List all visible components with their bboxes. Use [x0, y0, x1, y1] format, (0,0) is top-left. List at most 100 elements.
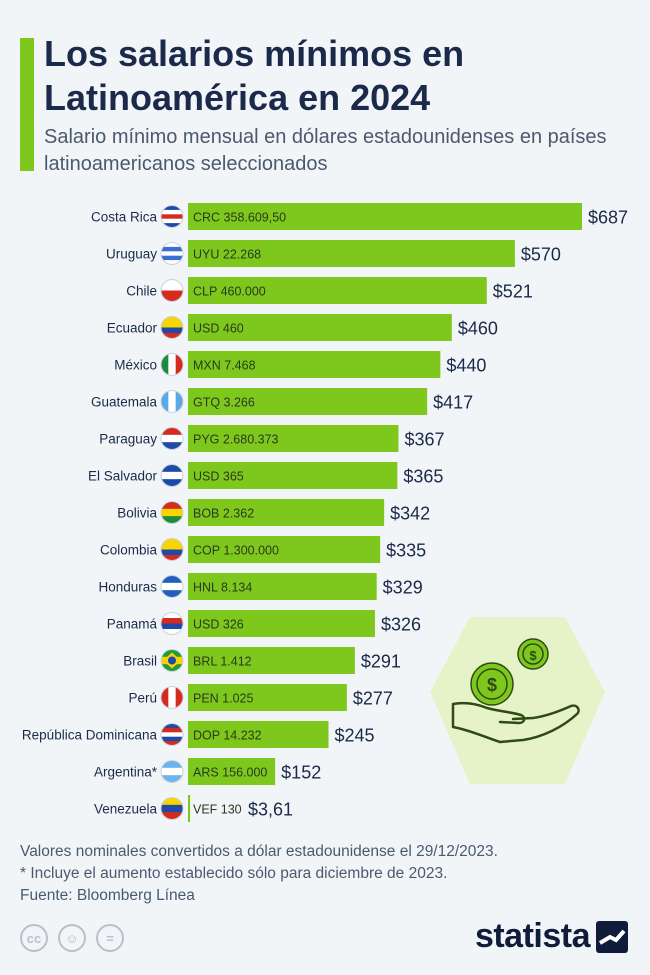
flag-outline: [160, 242, 184, 265]
flag-mexico-icon: [161, 353, 183, 376]
local-currency-label: BRL 1.412: [193, 655, 252, 669]
flag-peru-icon: [161, 686, 183, 709]
money-hand-illustration: $ $: [430, 617, 605, 784]
svg-text:$: $: [529, 648, 537, 663]
bar: [188, 610, 375, 637]
value-label: $3,61: [248, 800, 293, 820]
flag-outline: [160, 464, 184, 487]
value-label: $417: [433, 393, 473, 413]
flag-outline: [160, 279, 184, 302]
statista-mark-icon: [596, 920, 628, 953]
category-label: Argentina*: [94, 765, 158, 780]
local-currency-label: PEN 1.025: [193, 692, 254, 706]
local-currency-label: USD 326: [193, 618, 244, 632]
value-label: $152: [281, 763, 321, 783]
svg-text:$: $: [487, 675, 497, 695]
title-accent-bar: [20, 38, 34, 171]
flag-outline: [160, 390, 184, 413]
flag-panama-icon: [161, 612, 183, 635]
local-currency-label: DOP 14.232: [193, 729, 262, 743]
flag-argentina-icon: [161, 760, 183, 783]
flag-outline: [160, 649, 184, 672]
category-label: Honduras: [98, 580, 157, 595]
category-label: Bolivia: [117, 506, 157, 521]
bar: [188, 351, 441, 378]
category-label: Brasil: [123, 654, 157, 669]
value-label: $277: [353, 689, 393, 709]
bar: [188, 499, 385, 526]
flag-uruguay-icon: [161, 242, 183, 265]
local-currency-label: ARS 156.000: [193, 766, 267, 780]
local-currency-label: UYU 22.268: [193, 248, 261, 262]
brand-name: statista: [474, 917, 591, 955]
hand-icon: [451, 701, 580, 744]
value-label: $367: [404, 430, 444, 450]
flag-costa-rica-icon: [161, 205, 183, 228]
flag-ecuador-icon: [161, 316, 183, 339]
local-currency-label: COP 1.300.000: [193, 544, 279, 558]
category-label: República Dominicana: [22, 728, 158, 743]
hexagon-background: [430, 617, 605, 784]
flag-outline: [160, 575, 184, 598]
local-currency-label: MXN 7.468: [193, 359, 256, 373]
flag-outline: [160, 797, 184, 820]
dollar-coin-icon: $: [470, 662, 514, 706]
chart-subtitle: Salario mínimo mensual en dólares estado…: [44, 126, 607, 175]
local-currency-label: VEF 130: [193, 803, 242, 817]
flag-outline: [160, 205, 184, 228]
bar: [188, 721, 329, 748]
flag-honduras-icon: [161, 575, 183, 598]
flag-republica-dominicana-icon: [161, 723, 183, 746]
bar: [188, 536, 381, 563]
value-label: $342: [390, 504, 430, 524]
bar: [188, 240, 515, 267]
local-currency-label: CRC 358.609,50: [193, 211, 286, 225]
local-currency-label: GTQ 3.266: [193, 396, 255, 410]
category-label: Paraguay: [99, 432, 157, 447]
statista-logo[interactable]: statista: [475, 917, 628, 956]
category-label: Uruguay: [106, 247, 157, 262]
flag-outline: [160, 538, 184, 561]
dollar-coin-small-icon: $: [517, 638, 549, 670]
category-label: Colombia: [100, 543, 158, 558]
category-label: Costa Rica: [91, 210, 158, 225]
value-label: $245: [335, 726, 375, 746]
category-label: El Salvador: [88, 469, 158, 484]
category-label: México: [114, 358, 157, 373]
value-label: $521: [493, 282, 533, 302]
flag-outline: [160, 353, 184, 376]
flag-venezuela-icon: [161, 797, 183, 820]
chart-notes: Valores nominales convertidos a dólar es…: [20, 841, 630, 907]
value-label: $440: [446, 356, 486, 376]
category-label: Guatemala: [91, 395, 158, 410]
bar: [188, 425, 399, 452]
note-argentina: * Incluye el aumento establecido sólo pa…: [20, 865, 448, 882]
flag-outline: [160, 760, 184, 783]
source-note: Fuente: Bloomberg Línea: [20, 887, 195, 904]
bar: [188, 684, 347, 711]
category-label: Perú: [128, 691, 157, 706]
bar-chart: Costa Rica CRC 358.609,50 $687 Uruguay UYU 2…: [22, 203, 628, 822]
nd-icon[interactable]: =: [96, 924, 124, 952]
bar: [188, 203, 582, 230]
bar: [188, 314, 452, 341]
category-label: Chile: [126, 284, 157, 299]
flag-guatemala-icon: [161, 390, 183, 413]
note-conversion: Valores nominales convertidos a dólar es…: [20, 843, 498, 860]
flag-paraguay-icon: [161, 427, 183, 450]
cc-icon[interactable]: cc: [20, 924, 48, 952]
by-icon[interactable]: ☺: [58, 924, 86, 952]
local-currency-label: USD 365: [193, 470, 244, 484]
flag-chile-icon: [161, 279, 183, 302]
flag-outline: [160, 612, 184, 635]
local-currency-label: PYG 2.680.373: [193, 433, 279, 447]
bar: [188, 388, 428, 415]
flag-colombia-icon: [161, 538, 183, 561]
flag-outline: [160, 686, 184, 709]
license-icons: cc ☺ =: [20, 924, 124, 952]
value-label: $570: [521, 245, 561, 265]
local-currency-label: BOB 2.362: [193, 507, 254, 521]
local-currency-label: USD 460: [193, 322, 244, 336]
category-label: Venezuela: [94, 802, 158, 817]
value-label: $460: [458, 319, 498, 339]
